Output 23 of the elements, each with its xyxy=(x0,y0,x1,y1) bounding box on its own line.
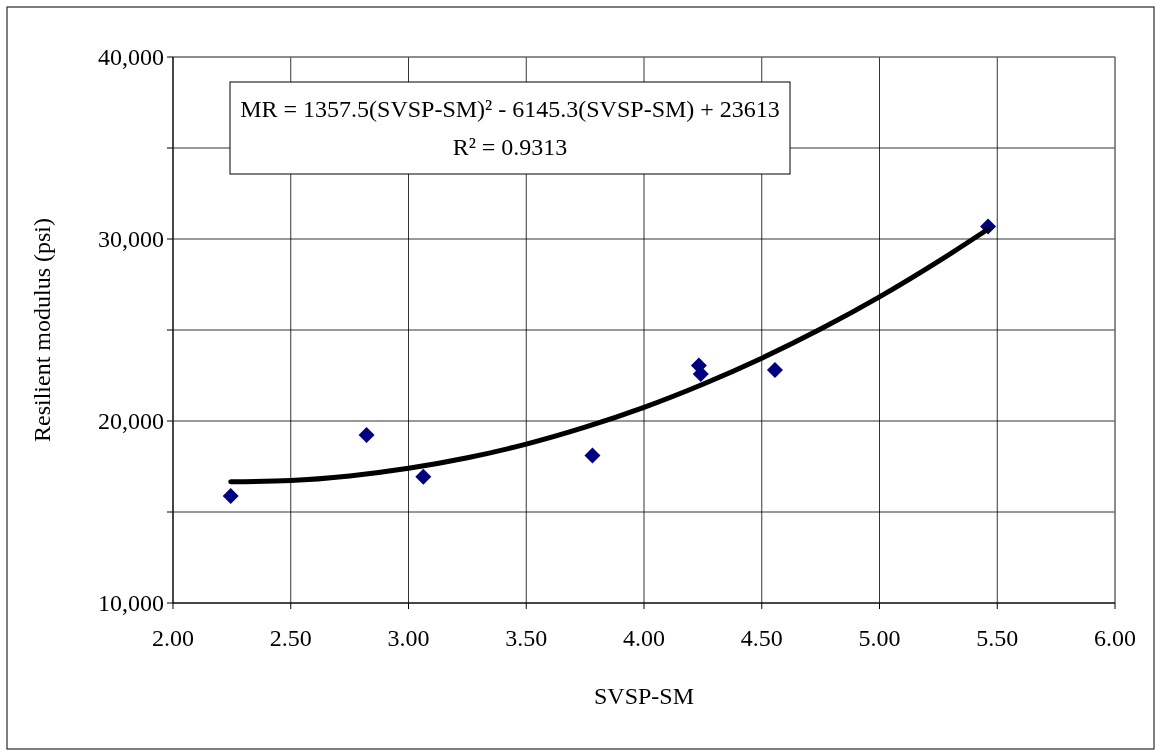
point xyxy=(766,362,783,379)
point xyxy=(358,427,375,444)
x-tick-label: 4.00 xyxy=(623,625,665,651)
point xyxy=(584,447,601,464)
point xyxy=(222,487,239,504)
y-tick-label: 20,000 xyxy=(98,408,164,435)
y-tick-label: 30,000 xyxy=(98,226,164,253)
y-tick-label: 40,000 xyxy=(98,44,164,71)
x-tick-label: 2.50 xyxy=(269,625,312,651)
annotation: R² = 0.9313 xyxy=(452,134,568,161)
annotation: MR = 1357.5(SVSP-SM)² - 6145.3(SVSP-SM) + 23613 xyxy=(240,96,780,123)
x-tick-label: 5.00 xyxy=(858,625,901,651)
x-tick-label: 4.50 xyxy=(740,625,783,651)
y-axis-title: Resilient modulus (psi) xyxy=(29,218,55,442)
point xyxy=(692,366,709,383)
point xyxy=(415,468,432,485)
x-tick-label: 3.00 xyxy=(387,625,430,651)
x-tick-label: 2.00 xyxy=(152,625,194,651)
y-tick-label: 10,000 xyxy=(98,590,164,617)
x-tick-label: 3.50 xyxy=(505,625,548,651)
x-tick-label: 5.50 xyxy=(976,625,1019,651)
x-tick-label: 6.00 xyxy=(1094,625,1136,651)
x-axis-title: SVSP-SM xyxy=(593,683,695,709)
